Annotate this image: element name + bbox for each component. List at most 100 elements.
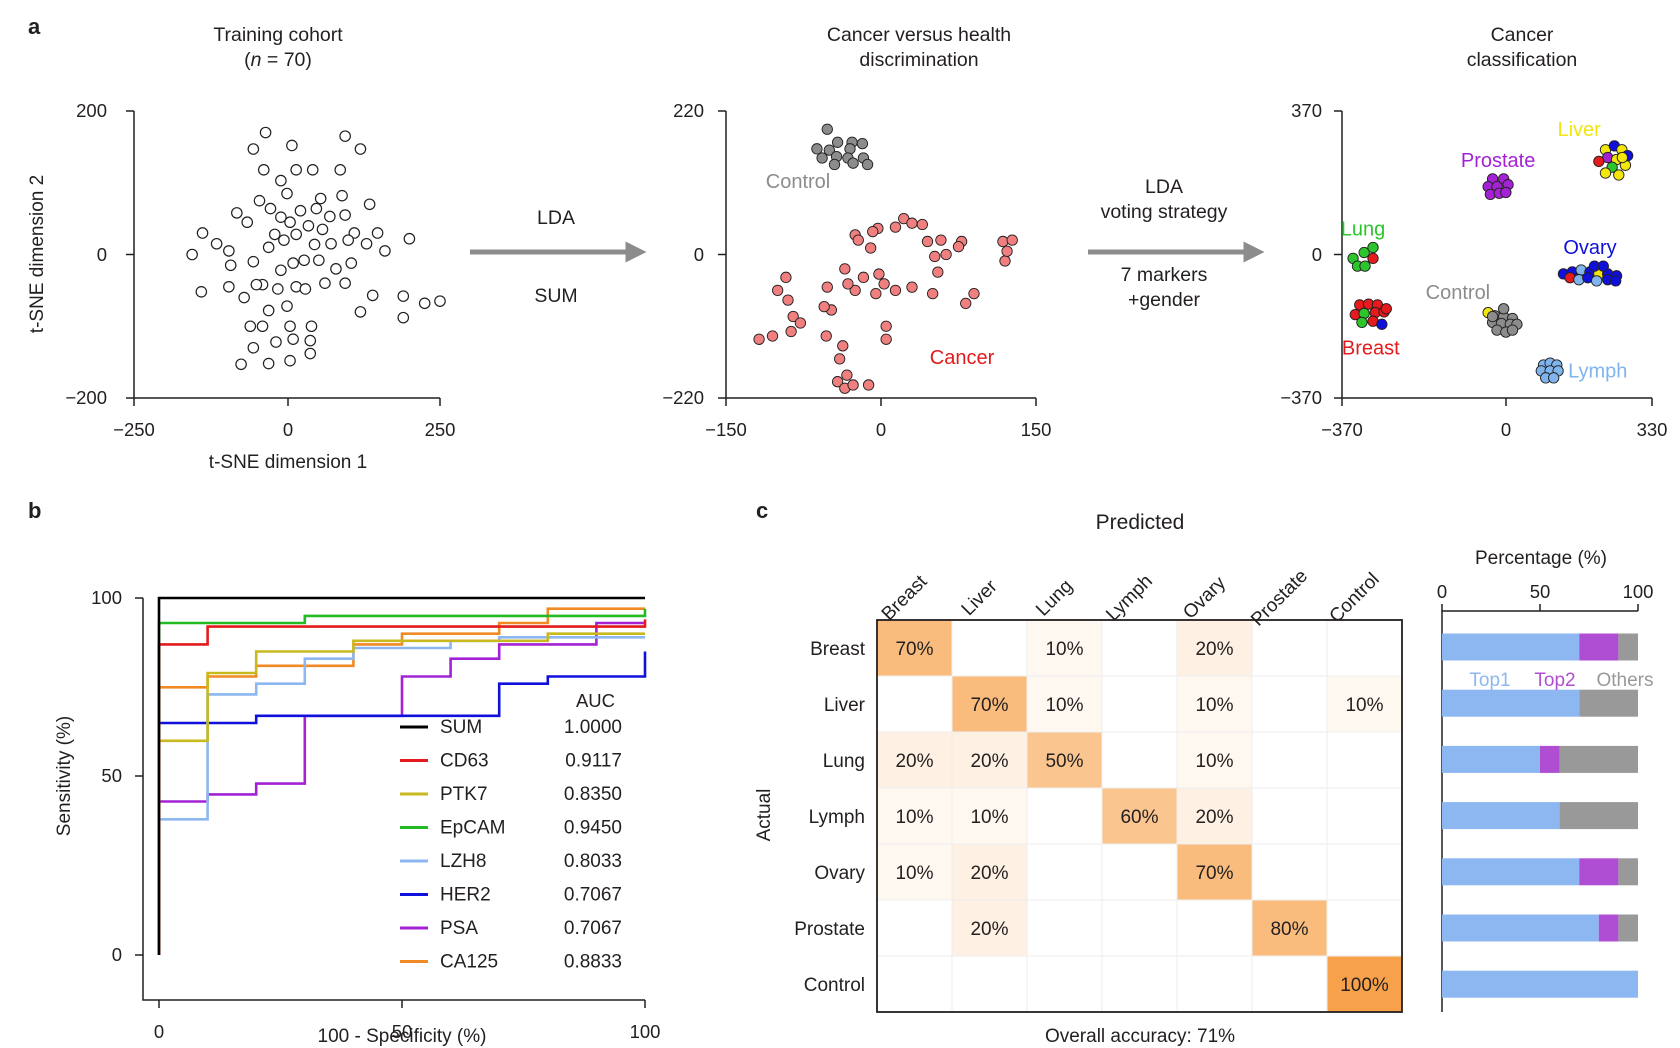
- cm-row-label-breast: Breast: [810, 639, 866, 660]
- lung-cluster-point-4: [1359, 260, 1371, 272]
- cm-cell-2-5: [1251, 731, 1328, 789]
- cm-cell-5-4: [1176, 899, 1253, 957]
- roc-ytick-100: 100: [91, 587, 122, 608]
- roc-legend-name-her2: HER2: [440, 885, 491, 906]
- lung-cluster-point-3: [1367, 252, 1379, 265]
- plot2-title-line2: discrimination: [859, 49, 978, 71]
- roc-legend-name-epcam: EpCAM: [440, 818, 505, 839]
- training-point-56: [299, 283, 312, 295]
- training-point-16: [231, 207, 243, 219]
- plot1-xtick-left: −250: [113, 419, 155, 440]
- plot1-axes: [133, 111, 440, 399]
- cancer-point-49: [862, 379, 875, 391]
- cm-value-3-3: 60%: [1120, 807, 1158, 828]
- training-point-66: [244, 320, 257, 333]
- cancer-point-12: [940, 248, 952, 261]
- training-point-24: [268, 228, 281, 241]
- bar-legend-others: Others: [1596, 670, 1653, 691]
- bar-prostate-others: [1618, 914, 1638, 942]
- bars-xtick-100: 100: [1623, 581, 1654, 602]
- cm-value-4-0: 10%: [895, 863, 933, 884]
- cancer-point-41: [820, 330, 832, 342]
- training-point-14: [363, 198, 376, 211]
- training-point-26: [302, 220, 315, 232]
- cm-cell-5-5: [1251, 899, 1328, 957]
- training-point-12: [314, 192, 327, 205]
- cm-row-label-lung: Lung: [823, 751, 865, 772]
- cancer-point-40: [818, 301, 830, 313]
- cm-cell-6-1: [951, 955, 1028, 1013]
- cm-cell-4-6: [1326, 843, 1403, 901]
- cancer-point-42: [837, 340, 849, 352]
- cm-cell-3-0: [876, 787, 953, 845]
- cm-cell-4-3: [1101, 843, 1178, 901]
- control-cluster-point-11: [1486, 310, 1499, 323]
- training-cohort-plot: Training cohort (n = 70) 200 0 −200 −250…: [27, 24, 455, 473]
- breast-cluster-point-10: [1380, 303, 1392, 315]
- training-point-36: [290, 228, 302, 241]
- cm-row-label-control: Control: [804, 975, 865, 996]
- roc-plot: 100 50 0 0 50 100 100 - Specificity (%) …: [54, 587, 660, 1047]
- cm-col-label-breast: Breast: [878, 571, 932, 625]
- roc-legend-auc-cd63: 0.9117: [565, 751, 622, 772]
- plot1-ytick-bottom: −200: [65, 387, 107, 408]
- plot3-ytick-mid: 0: [1312, 244, 1322, 265]
- cm-value-0-4: 20%: [1195, 639, 1233, 660]
- cm-value-1-2: 10%: [1045, 695, 1083, 716]
- cm-cell-1-1: [951, 675, 1028, 733]
- cm-cell-6-4: [1176, 955, 1253, 1013]
- training-point-79: [434, 295, 446, 307]
- cm-value-1-4: 10%: [1195, 695, 1233, 716]
- cancer-point-45: [880, 333, 892, 345]
- cm-cell-6-0: [876, 955, 953, 1013]
- arrow-lda-voting: LDA voting strategy 7 markers +gender: [1088, 176, 1265, 311]
- cm-cell-3-2: [1026, 787, 1103, 845]
- cm-value-1-6: 10%: [1345, 695, 1383, 716]
- training-point-23: [210, 237, 223, 250]
- training-point-19: [294, 204, 307, 217]
- cm-cell-3-5: [1251, 787, 1328, 845]
- roc-ylabel: Sensitivity (%): [54, 716, 75, 836]
- cm-value-0-2: 10%: [1045, 639, 1083, 660]
- cancer-point-46: [831, 376, 844, 388]
- roc-axes: [142, 598, 645, 1001]
- plot3-xtick-left: −370: [1321, 419, 1363, 440]
- cancer-point-13: [952, 241, 965, 253]
- training-point-20: [310, 202, 323, 215]
- cm-cell-5-0: [876, 899, 953, 957]
- cancer-point-9: [935, 234, 947, 246]
- control-point-4: [823, 144, 835, 156]
- bar-ovary-top1: [1442, 858, 1580, 886]
- cm-cell-4-0: [876, 843, 953, 901]
- cm-value-0-0: 70%: [895, 639, 933, 660]
- roc-xlabel: 100 - Specificity (%): [318, 1026, 487, 1047]
- cancer-point-8: [921, 235, 934, 248]
- bar-ovary-others: [1618, 858, 1638, 886]
- percentage-bars-plot: Percentage (%) 0 50 100 Top1 Top2 Others: [1437, 548, 1654, 1012]
- plot2-ytick-bottom: −220: [662, 387, 704, 408]
- training-point-59: [366, 289, 379, 302]
- bar-lung-top2: [1540, 745, 1560, 773]
- training-point-47: [298, 254, 310, 267]
- plot1-xtick-mid: 0: [283, 419, 293, 440]
- cm-value-3-0: 10%: [895, 807, 933, 828]
- roc-xtick-0: 0: [154, 1021, 164, 1042]
- training-point-34: [262, 241, 275, 254]
- training-point-2: [339, 130, 351, 142]
- plot2-xtick-mid: 0: [876, 419, 886, 440]
- cancer-point-30: [821, 281, 833, 293]
- training-point-65: [418, 297, 431, 310]
- cm-col-label-lymph: Lymph: [1102, 571, 1157, 626]
- control-point-1: [831, 136, 844, 148]
- training-point-60: [238, 291, 250, 304]
- cancer-classification-plot: Cancer classification 370 0 −370 −370 0 …: [1280, 24, 1667, 440]
- control-point-12: [847, 157, 859, 169]
- training-point-40: [360, 237, 373, 250]
- training-point-8: [334, 164, 347, 176]
- training-point-28: [339, 209, 351, 221]
- training-point-76: [304, 347, 317, 360]
- cm-value-5-5: 80%: [1270, 919, 1308, 940]
- control-point-7: [816, 152, 828, 164]
- training-point-67: [256, 320, 269, 333]
- control-point-6: [856, 137, 869, 150]
